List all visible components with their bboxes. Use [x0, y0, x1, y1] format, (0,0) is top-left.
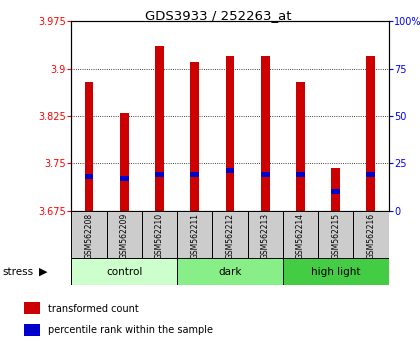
Bar — [367, 172, 375, 177]
Bar — [190, 172, 199, 177]
Bar — [296, 172, 305, 177]
Bar — [84, 174, 93, 179]
Text: GSM562211: GSM562211 — [190, 213, 199, 259]
Bar — [177, 258, 283, 285]
Bar — [283, 258, 388, 285]
Bar — [155, 172, 164, 177]
Bar — [353, 211, 388, 258]
Bar — [247, 211, 283, 258]
Text: GSM562215: GSM562215 — [331, 213, 340, 259]
Bar — [120, 176, 129, 181]
Text: dark: dark — [218, 267, 241, 277]
Text: GSM562214: GSM562214 — [296, 213, 305, 259]
Text: stress: stress — [2, 267, 33, 277]
Bar — [296, 82, 305, 211]
Text: GSM562213: GSM562213 — [261, 213, 270, 259]
Text: control: control — [106, 267, 142, 277]
Text: ▶: ▶ — [39, 267, 47, 277]
Text: GSM562209: GSM562209 — [120, 213, 129, 259]
Bar — [261, 172, 270, 177]
Bar — [71, 258, 177, 285]
Text: GDS3933 / 252263_at: GDS3933 / 252263_at — [145, 9, 291, 22]
Bar — [331, 189, 340, 194]
Bar — [84, 82, 93, 211]
Bar — [213, 211, 247, 258]
Bar — [261, 56, 270, 211]
Bar — [331, 169, 340, 211]
Text: GSM562216: GSM562216 — [366, 213, 375, 259]
Bar — [190, 62, 199, 211]
Bar — [155, 46, 164, 211]
Bar — [24, 302, 40, 314]
Text: GSM562208: GSM562208 — [84, 213, 94, 259]
Bar — [24, 324, 40, 336]
Bar — [226, 169, 234, 173]
Text: transformed count: transformed count — [48, 304, 139, 314]
Text: GSM562212: GSM562212 — [226, 213, 234, 259]
Bar — [367, 56, 375, 211]
Text: high light: high light — [311, 267, 360, 277]
Bar — [107, 211, 142, 258]
Bar — [71, 211, 107, 258]
Text: percentile rank within the sample: percentile rank within the sample — [48, 325, 213, 335]
Bar — [177, 211, 213, 258]
Bar — [283, 211, 318, 258]
Text: GSM562210: GSM562210 — [155, 213, 164, 259]
Bar — [226, 56, 234, 211]
Bar — [142, 211, 177, 258]
Bar — [318, 211, 353, 258]
Bar — [120, 113, 129, 211]
